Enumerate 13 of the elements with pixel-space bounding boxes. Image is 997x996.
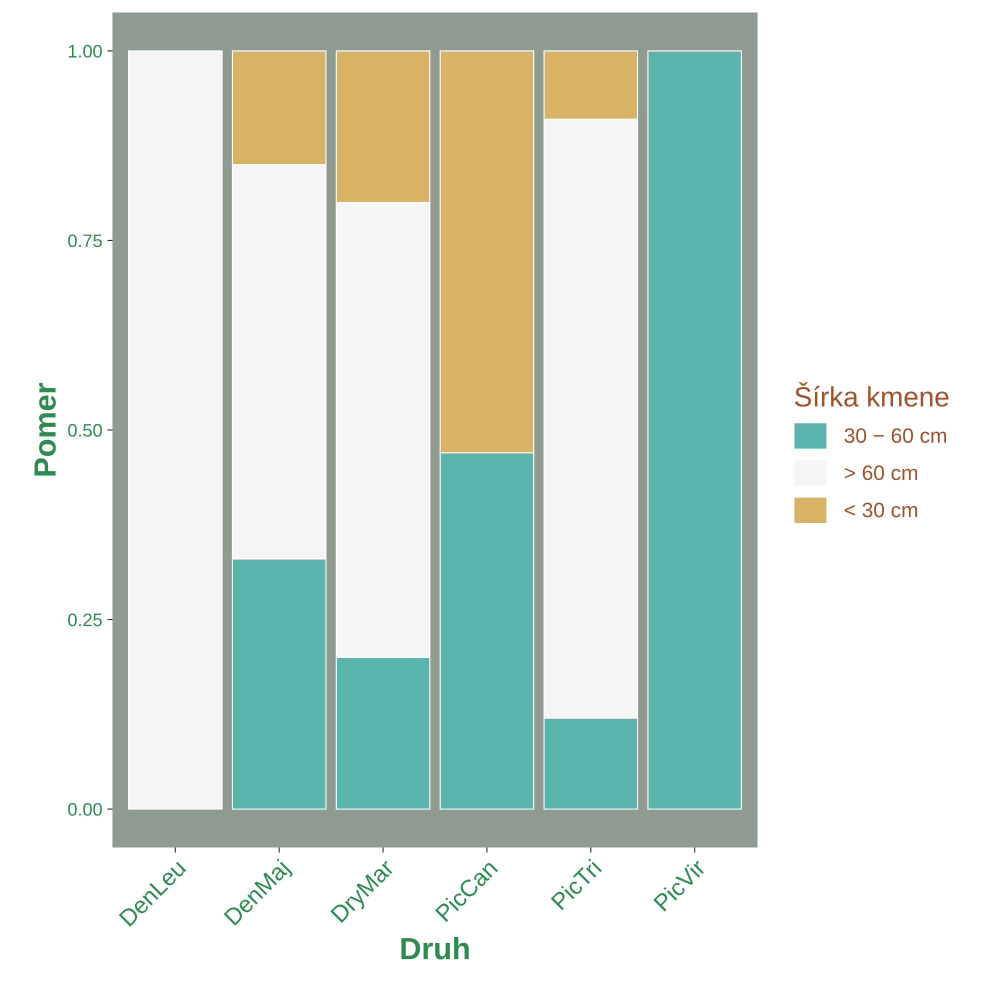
y-axis-title: Pomer <box>34 382 56 476</box>
y-tick-label: 0.25 <box>68 613 102 626</box>
legend-label: 30 − 60 cm <box>844 428 946 443</box>
legend-label: > 60 cm <box>844 465 918 480</box>
y-tick-label: 0.50 <box>68 424 102 437</box>
y-tick-label: 0.00 <box>68 803 102 816</box>
bar <box>128 50 223 810</box>
x-axis-title: Druh <box>401 937 469 960</box>
legend-title: Šírka kmene <box>795 382 948 407</box>
legend-label: < 30 cm <box>844 502 918 518</box>
y-tick-label: 0.75 <box>68 234 102 248</box>
y-tick-label: 1.00 <box>68 44 102 58</box>
bar <box>647 50 742 810</box>
